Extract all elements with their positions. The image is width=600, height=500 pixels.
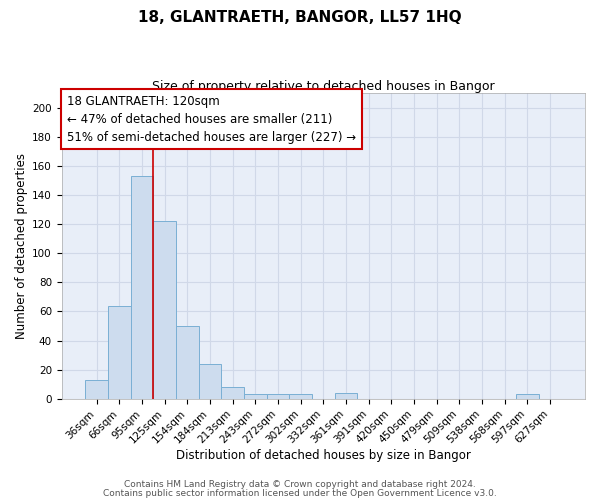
Bar <box>221 387 244 399</box>
Bar <box>131 176 154 399</box>
Bar <box>176 326 199 399</box>
Bar <box>108 306 131 399</box>
Bar <box>289 394 312 399</box>
Text: 18 GLANTRAETH: 120sqm
← 47% of detached houses are smaller (211)
51% of semi-det: 18 GLANTRAETH: 120sqm ← 47% of detached … <box>67 94 356 144</box>
Text: Contains HM Land Registry data © Crown copyright and database right 2024.: Contains HM Land Registry data © Crown c… <box>124 480 476 489</box>
Bar <box>85 380 108 399</box>
Title: Size of property relative to detached houses in Bangor: Size of property relative to detached ho… <box>152 80 494 93</box>
Bar <box>199 364 221 399</box>
Bar <box>266 394 289 399</box>
Text: 18, GLANTRAETH, BANGOR, LL57 1HQ: 18, GLANTRAETH, BANGOR, LL57 1HQ <box>138 10 462 25</box>
Text: Contains public sector information licensed under the Open Government Licence v3: Contains public sector information licen… <box>103 488 497 498</box>
X-axis label: Distribution of detached houses by size in Bangor: Distribution of detached houses by size … <box>176 450 471 462</box>
Bar <box>516 394 539 399</box>
Bar <box>154 221 176 399</box>
Bar <box>244 394 266 399</box>
Bar <box>335 393 358 399</box>
Y-axis label: Number of detached properties: Number of detached properties <box>15 153 28 339</box>
